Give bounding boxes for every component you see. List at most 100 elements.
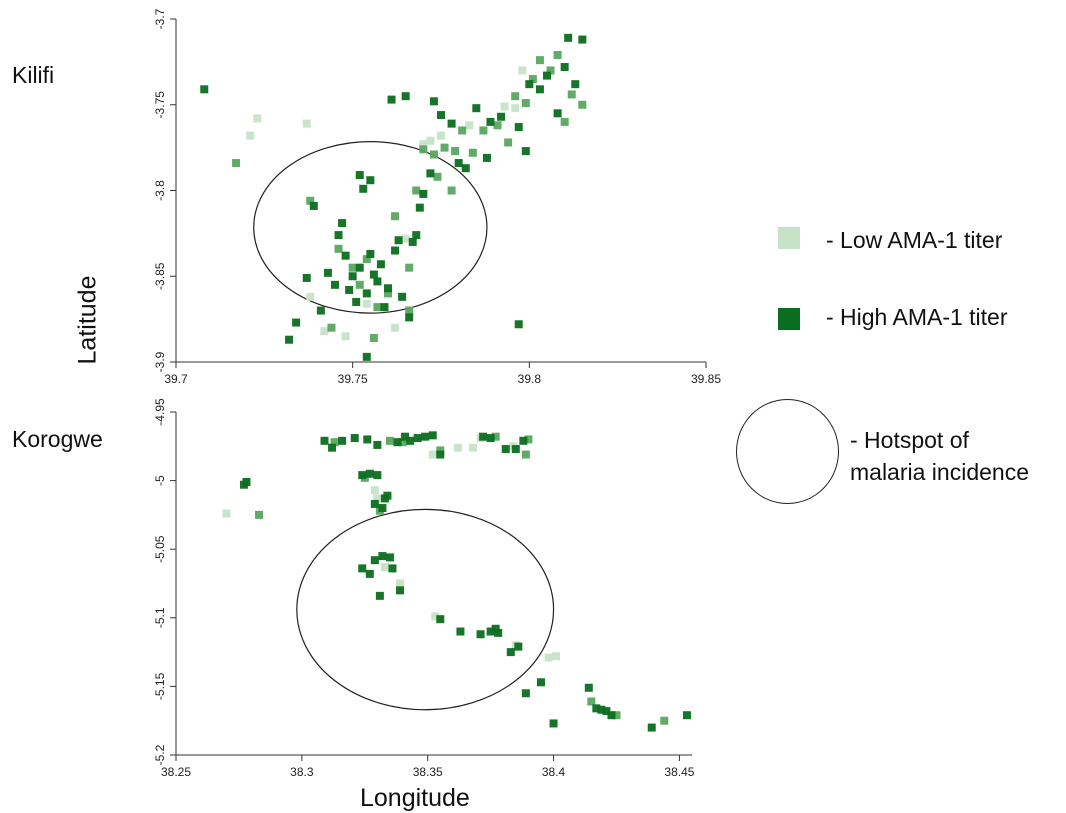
x-tick-label: 38.4 (542, 765, 566, 779)
data-point (378, 504, 387, 513)
data-point (597, 705, 606, 714)
data-point (521, 99, 530, 108)
data-point (429, 97, 438, 106)
data-point (222, 509, 231, 518)
data-point (350, 434, 359, 443)
korogwe-panel-label: Korogwe (12, 426, 103, 452)
data-point (292, 318, 301, 327)
data-point (373, 494, 382, 503)
x-tick-label: 39.75 (338, 372, 368, 386)
data-point (647, 723, 656, 732)
y-tick-label: -3.75 (153, 91, 167, 119)
data-point (355, 280, 364, 289)
x-tick-label: 39.85 (691, 372, 721, 386)
data-point (458, 126, 467, 135)
data-point (553, 51, 562, 60)
data-point (524, 435, 533, 444)
data-point (388, 564, 397, 573)
data-point (419, 189, 428, 198)
x-tick-label: 39.8 (518, 372, 542, 386)
kilifi-plot: 39.7 39.75 39.8 39.85 -3.7 -3.75 -3.8 -3.85 -3.9 (153, 8, 721, 386)
data-point (384, 284, 392, 293)
data-point (378, 552, 387, 561)
data-point (421, 432, 430, 441)
data-point (365, 569, 374, 578)
data-point (437, 131, 445, 140)
data-point (521, 450, 530, 459)
data-point (316, 306, 325, 315)
data-point (468, 148, 477, 157)
data-point (370, 486, 379, 495)
hotspot-ellipse (253, 141, 488, 314)
data-point (396, 586, 405, 595)
data-point (571, 80, 580, 89)
data-point (376, 260, 385, 269)
data-point (491, 624, 500, 633)
data-point (521, 147, 530, 156)
data-point (385, 553, 394, 562)
data-point (320, 327, 329, 336)
data-point (436, 450, 445, 459)
data-point (436, 446, 445, 455)
y-tick-label: -3.7 (153, 8, 167, 29)
low-titer-label: - Low AMA-1 titer (826, 227, 1003, 253)
y-tick-label: -3.9 (153, 351, 167, 372)
data-point (385, 436, 394, 445)
data-point (440, 143, 449, 152)
data-point (519, 436, 528, 445)
data-point (419, 140, 428, 149)
data-point (398, 292, 407, 301)
data-point (384, 289, 392, 298)
data-point (396, 579, 405, 588)
data-point (504, 138, 513, 147)
data-point (302, 273, 311, 282)
data-point (501, 445, 510, 454)
data-point (451, 147, 460, 156)
data-point (560, 63, 569, 72)
data-point (391, 323, 400, 332)
data-point (428, 450, 437, 459)
data-point (429, 150, 438, 159)
data-point (469, 443, 478, 452)
data-point (362, 299, 371, 308)
data-point (246, 131, 255, 140)
data-point (408, 237, 417, 246)
data-point (518, 66, 527, 75)
x-tick-label: 38.3 (290, 765, 314, 779)
data-point (370, 556, 379, 565)
x-tick-label: 38.45 (664, 765, 694, 779)
data-point (334, 231, 343, 240)
data-point (535, 56, 544, 65)
data-point (373, 303, 382, 312)
data-point (373, 471, 382, 480)
data-point (370, 499, 379, 508)
data-point (373, 440, 382, 449)
data-point (491, 432, 500, 441)
data-point (375, 591, 384, 600)
data-point (514, 642, 523, 651)
data-point (546, 66, 555, 75)
data-point (406, 436, 415, 445)
data-point (682, 711, 691, 720)
data-point (306, 292, 315, 301)
data-point (412, 186, 421, 195)
data-point (602, 707, 611, 716)
data-point (394, 236, 403, 245)
hotspot-label-line2: malaria incidence (850, 459, 1029, 485)
data-point (560, 117, 569, 126)
low-titer-swatch (778, 227, 800, 249)
data-point (330, 438, 339, 447)
data-point (242, 477, 251, 486)
data-point (320, 436, 329, 445)
data-point (486, 434, 495, 443)
data-point (369, 270, 378, 279)
data-point (428, 431, 437, 440)
data-point (564, 33, 573, 42)
data-point (359, 184, 368, 193)
data-point (366, 249, 375, 258)
data-point (431, 612, 440, 621)
data-point (393, 438, 402, 447)
data-point (543, 71, 551, 80)
data-point (405, 263, 414, 272)
data-point (553, 109, 562, 118)
